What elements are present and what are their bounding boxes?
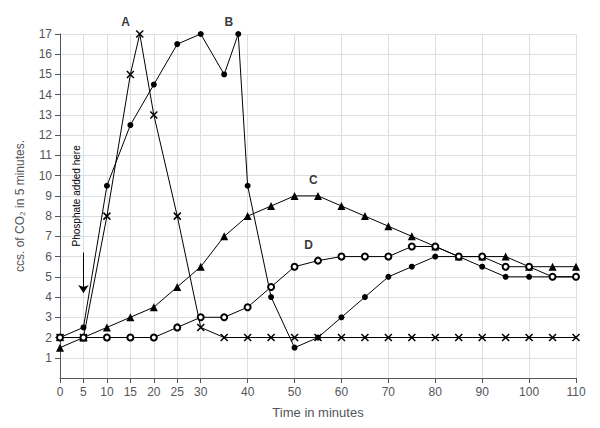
svg-text:B: B (225, 15, 234, 29)
svg-text:3: 3 (45, 310, 52, 324)
svg-text:25: 25 (171, 385, 185, 399)
svg-text:30: 30 (194, 385, 208, 399)
svg-text:2: 2 (45, 331, 52, 345)
svg-text:Phosphate added here: Phosphate added here (71, 145, 82, 247)
svg-text:0: 0 (57, 385, 64, 399)
svg-text:5: 5 (45, 270, 52, 284)
svg-text:C: C (309, 173, 318, 187)
svg-text:7: 7 (45, 229, 52, 243)
svg-text:1: 1 (45, 351, 52, 365)
svg-text:50: 50 (288, 385, 302, 399)
svg-text:100: 100 (519, 385, 539, 399)
svg-text:110: 110 (566, 385, 585, 399)
svg-text:D: D (304, 238, 313, 252)
svg-text:4: 4 (45, 290, 52, 304)
svg-text:13: 13 (39, 108, 53, 122)
svg-text:ccs. of CO₂ in 5 minutes.: ccs. of CO₂ in 5 minutes. (13, 140, 27, 272)
svg-text:10: 10 (39, 169, 53, 183)
svg-text:60: 60 (335, 385, 349, 399)
svg-text:Time in minutes: Time in minutes (272, 405, 364, 420)
svg-text:20: 20 (147, 385, 161, 399)
svg-text:17: 17 (39, 27, 53, 41)
svg-text:6: 6 (45, 250, 52, 264)
svg-text:15: 15 (124, 385, 138, 399)
svg-text:A: A (121, 15, 130, 29)
svg-text:12: 12 (39, 128, 53, 142)
svg-text:14: 14 (39, 88, 53, 102)
svg-text:10: 10 (100, 385, 114, 399)
svg-text:5: 5 (80, 385, 87, 399)
svg-text:40: 40 (241, 385, 255, 399)
svg-text:90: 90 (476, 385, 490, 399)
svg-text:15: 15 (39, 67, 53, 81)
svg-text:11: 11 (40, 148, 53, 162)
svg-text:8: 8 (45, 209, 52, 223)
svg-text:16: 16 (39, 47, 53, 61)
svg-text:80: 80 (429, 385, 443, 399)
svg-text:70: 70 (382, 385, 396, 399)
svg-text:9: 9 (45, 189, 52, 203)
